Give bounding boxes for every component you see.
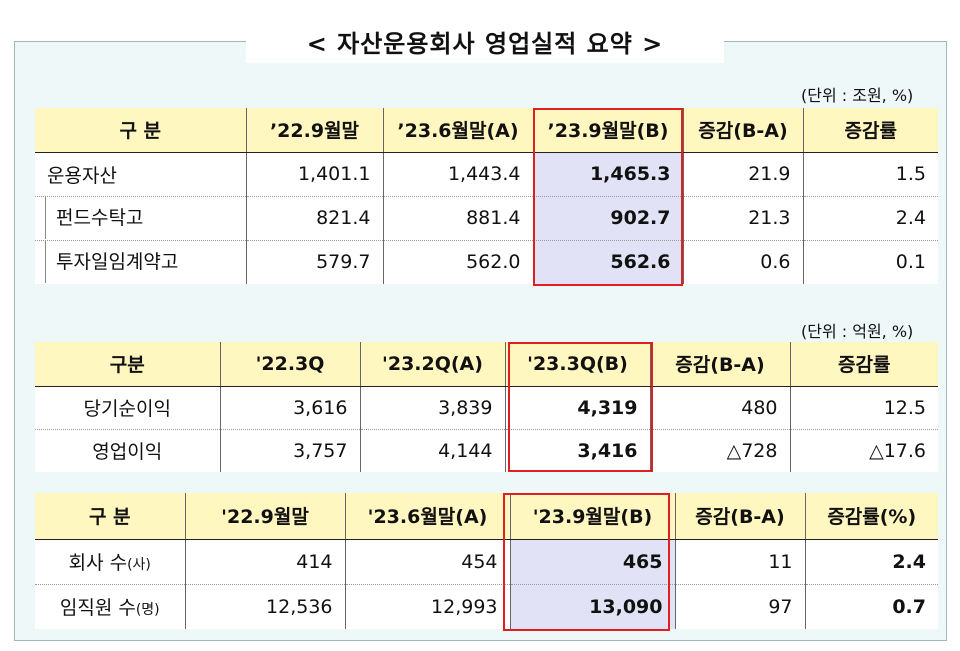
table-row: 회사 수(사) 414 454 465 11 2.4 — [35, 539, 938, 585]
value-cell: 414 — [184, 539, 345, 585]
value-cell: 4,144 — [359, 429, 505, 472]
header-cell: ’23.6월말(A) — [382, 108, 533, 153]
value-cell: 579.7 — [245, 240, 383, 284]
row-label-text: 펀드수탁고 — [45, 197, 234, 239]
row-label-unit: (사) — [127, 557, 151, 573]
asset-table: 구 분 ’22.9월말 ’23.6월말(A) ’23.9월말(B) 증감(B-A… — [35, 108, 938, 284]
table1-unit: (단위 : 조원, %) — [801, 86, 914, 105]
table2-unit: (단위 : 억원, %) — [801, 322, 914, 341]
value-cell: 4,319 — [504, 386, 650, 430]
page-title: < 자산운용회사 영업실적 요약 > — [246, 25, 724, 63]
value-cell: △728 — [649, 429, 790, 472]
header-cell: 구분 — [35, 342, 220, 387]
value-cell: 881.4 — [382, 196, 533, 241]
value-cell: 3,757 — [219, 429, 360, 472]
header-cell: 증감률 — [802, 108, 938, 153]
value-cell: 902.7 — [532, 196, 683, 241]
table-row: 영업이익 3,757 4,144 3,416 △728 △17.6 — [35, 429, 938, 472]
value-cell: 562.6 — [532, 240, 683, 284]
value-cell: 480 — [649, 386, 790, 430]
header-cell: '22.3Q — [219, 342, 360, 387]
header-cell: 구 분 — [35, 108, 246, 153]
header-cell: '22.9월말 — [184, 493, 345, 540]
value-cell: 12,536 — [184, 584, 345, 629]
row-label-text: 회사 수 — [68, 552, 128, 574]
value-cell: 821.4 — [245, 196, 383, 241]
value-cell: 562.0 — [382, 240, 533, 284]
header-cell: '23.6월말(A) — [344, 493, 510, 540]
value-cell: 1,443.4 — [382, 152, 533, 197]
value-cell: 3,839 — [359, 386, 505, 430]
row-label: 임직원 수(명) — [35, 584, 185, 629]
table-row: 펀드수탁고 821.4 881.4 902.7 21.3 2.4 — [35, 196, 938, 241]
header-cell: 증감(B-A) — [682, 108, 803, 153]
header-cell: '23.3Q(B) — [504, 342, 650, 387]
value-cell: 11 — [674, 539, 805, 585]
value-cell: 3,616 — [219, 386, 360, 430]
row-label: 회사 수(사) — [35, 539, 185, 585]
header-cell: 증감(B-A) — [674, 493, 805, 540]
row-label-text: 투자일임계약고 — [45, 241, 234, 284]
table-header-row: 구 분 ’22.9월말 ’23.6월말(A) ’23.9월말(B) 증감(B-A… — [35, 108, 938, 153]
row-label: 운용자산 — [35, 152, 246, 197]
table-row: 당기순이익 3,616 3,839 4,319 480 12.5 — [35, 386, 938, 430]
value-cell: 21.3 — [682, 196, 803, 241]
header-cell: 증감률(%) — [804, 493, 938, 540]
value-cell: 0.7 — [804, 584, 938, 629]
value-cell: 3,416 — [504, 429, 650, 472]
value-cell: 2.4 — [804, 539, 938, 585]
value-cell: 465 — [509, 539, 675, 585]
header-cell: 구 분 — [35, 493, 185, 540]
value-cell: 13,090 — [509, 584, 675, 629]
company-table: 구 분 '22.9월말 '23.6월말(A) '23.9월말(B) 증감(B-A… — [35, 493, 938, 629]
table-row: 투자일임계약고 579.7 562.0 562.6 0.6 0.1 — [35, 240, 938, 284]
value-cell: 1.5 — [802, 152, 938, 197]
value-cell: 1,401.1 — [245, 152, 383, 197]
row-label-text: 임직원 수 — [59, 597, 136, 620]
row-label: 투자일임계약고 — [35, 240, 246, 284]
header-cell: 증감(B-A) — [649, 342, 790, 387]
value-cell: 21.9 — [682, 152, 803, 197]
value-cell: 97 — [674, 584, 805, 629]
table-header-row: 구분 '22.3Q '23.2Q(A) '23.3Q(B) 증감(B-A) 증감… — [35, 342, 938, 387]
value-cell: 12,993 — [344, 584, 510, 629]
header-cell: '23.2Q(A) — [359, 342, 505, 387]
value-cell: 2.4 — [802, 196, 938, 241]
value-cell: 0.6 — [682, 240, 803, 284]
table-row: 운용자산 1,401.1 1,443.4 1,465.3 21.9 1.5 — [35, 152, 938, 197]
row-label: 영업이익 — [92, 441, 163, 464]
value-cell: 0.1 — [802, 240, 938, 284]
header-cell: 증감률 — [789, 342, 938, 387]
table-header-row: 구 분 '22.9월말 '23.6월말(A) '23.9월말(B) 증감(B-A… — [35, 493, 938, 540]
profit-table: 구분 '22.3Q '23.2Q(A) '23.3Q(B) 증감(B-A) 증감… — [35, 342, 938, 472]
value-cell: 1,465.3 — [532, 152, 683, 197]
row-label: 펀드수탁고 — [35, 196, 246, 241]
row-label: 당기순이익 — [35, 386, 220, 430]
header-cell: ’23.9월말(B) — [532, 108, 683, 153]
row-label-unit: (명) — [135, 602, 160, 619]
header-cell: ’22.9월말 — [245, 108, 383, 153]
value-cell: △17.6 — [789, 429, 938, 472]
value-cell: 12.5 — [789, 386, 938, 430]
table-row: 임직원 수(명) 12,536 12,993 13,090 97 0.7 — [35, 584, 938, 629]
value-cell: 454 — [344, 539, 510, 585]
header-cell: '23.9월말(B) — [509, 493, 675, 540]
